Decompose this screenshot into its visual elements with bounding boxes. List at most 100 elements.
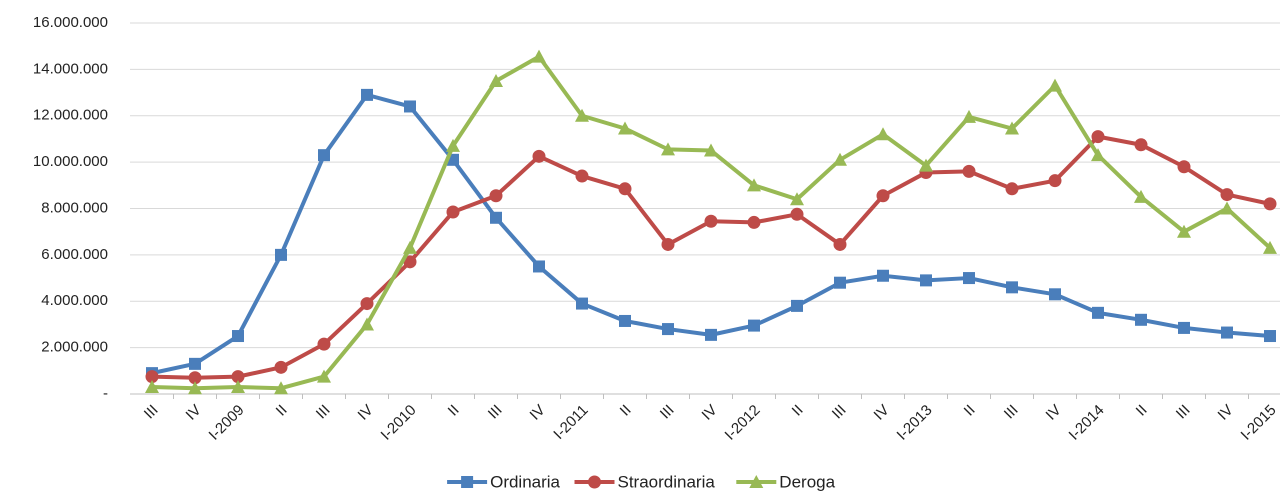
- x-tick-label: I-2010: [378, 402, 420, 444]
- marker: [1048, 174, 1062, 188]
- x-tick-label: II: [1133, 402, 1151, 420]
- marker: [188, 371, 202, 385]
- legend-label: Straordinaria: [618, 472, 716, 491]
- marker: [575, 108, 589, 122]
- marker: [877, 269, 889, 282]
- marker: [1177, 224, 1191, 238]
- x-tick-label: I-2009: [206, 402, 248, 444]
- x-tick-label: III: [141, 402, 162, 423]
- marker: [1263, 197, 1277, 211]
- marker: [749, 475, 764, 488]
- y-tick-label: 16.000.000: [33, 14, 108, 31]
- marker: [231, 370, 245, 384]
- marker: [1134, 138, 1148, 152]
- x-tick-label: II: [789, 402, 807, 420]
- marker: [1263, 240, 1277, 254]
- marker: [704, 214, 718, 228]
- marker: [705, 328, 717, 341]
- marker: [963, 272, 975, 285]
- marker: [532, 149, 546, 163]
- y-tick-label: 12.000.000: [33, 107, 108, 124]
- marker: [661, 142, 675, 156]
- marker: [876, 189, 890, 203]
- marker: [360, 297, 374, 311]
- marker: [532, 49, 546, 63]
- marker: [232, 330, 244, 343]
- marker: [747, 215, 761, 229]
- marker: [1005, 121, 1019, 135]
- x-tick-label: I-2014: [1066, 402, 1108, 444]
- x-tick-label: III: [313, 402, 334, 423]
- x-tick-label: IV: [527, 402, 549, 424]
- marker: [274, 381, 288, 395]
- y-tick-label: 8.000.000: [41, 199, 108, 216]
- y-tick-label: 10.000.000: [33, 153, 108, 170]
- marker: [833, 152, 847, 166]
- marker: [461, 476, 474, 488]
- x-tick-label: III: [485, 402, 506, 423]
- marker: [1177, 160, 1191, 174]
- marker: [189, 357, 201, 370]
- marker: [145, 370, 159, 384]
- x-tick-label: II: [273, 402, 291, 420]
- marker: [791, 299, 803, 312]
- marker: [1005, 182, 1019, 196]
- marker: [361, 88, 373, 101]
- legend: Ordinaria Straordinaria Deroga: [447, 472, 836, 491]
- marker: [1135, 313, 1147, 326]
- marker: [360, 317, 374, 331]
- marker: [533, 260, 545, 273]
- marker: [145, 380, 159, 394]
- marker: [962, 109, 976, 123]
- marker: [275, 248, 287, 261]
- marker: [1221, 326, 1233, 339]
- marker: [962, 164, 976, 178]
- y-tick-label: -: [103, 385, 108, 402]
- legend-label: Ordinaria: [490, 472, 560, 491]
- marker: [833, 237, 847, 251]
- marker: [790, 192, 804, 206]
- y-tick-label: 6.000.000: [41, 246, 108, 263]
- marker: [919, 158, 933, 172]
- marker: [317, 337, 331, 351]
- x-tick-label: II: [961, 402, 979, 420]
- x-tick-label: III: [829, 402, 850, 423]
- x-tick-label: I-2012: [722, 402, 764, 444]
- x-tick-label: IV: [183, 402, 205, 424]
- x-tick-label: IV: [1215, 402, 1237, 424]
- marker: [575, 169, 589, 183]
- x-tick-label: II: [617, 402, 635, 420]
- y-tick-label: 2.000.000: [41, 339, 108, 356]
- marker: [618, 121, 632, 135]
- marker: [1048, 78, 1062, 92]
- marker: [834, 276, 846, 289]
- marker: [403, 255, 417, 269]
- legend-label: Deroga: [779, 472, 835, 491]
- x-tick-label: I-2013: [894, 402, 936, 444]
- y-tick-label: 14.000.000: [33, 60, 108, 77]
- marker: [188, 381, 202, 395]
- marker: [747, 178, 761, 192]
- x-tick-label: IV: [1043, 402, 1065, 424]
- marker: [618, 182, 632, 196]
- marker: [403, 240, 417, 254]
- x-tick-label: III: [1173, 402, 1194, 423]
- x-tick-label: II: [445, 402, 463, 420]
- marker: [1178, 321, 1190, 334]
- marker: [1049, 288, 1061, 301]
- marker: [1220, 188, 1234, 202]
- marker: [489, 189, 503, 203]
- marker: [231, 380, 245, 394]
- marker: [446, 138, 460, 152]
- x-tick-label: I-2011: [550, 402, 591, 443]
- x-tick-label: III: [657, 402, 678, 423]
- marker: [274, 360, 288, 374]
- marker: [748, 319, 760, 332]
- marker: [704, 143, 718, 157]
- marker: [317, 369, 331, 383]
- marker: [576, 297, 588, 310]
- marker: [489, 73, 503, 87]
- marker: [1264, 330, 1276, 343]
- y-tick-label: 4.000.000: [41, 292, 108, 309]
